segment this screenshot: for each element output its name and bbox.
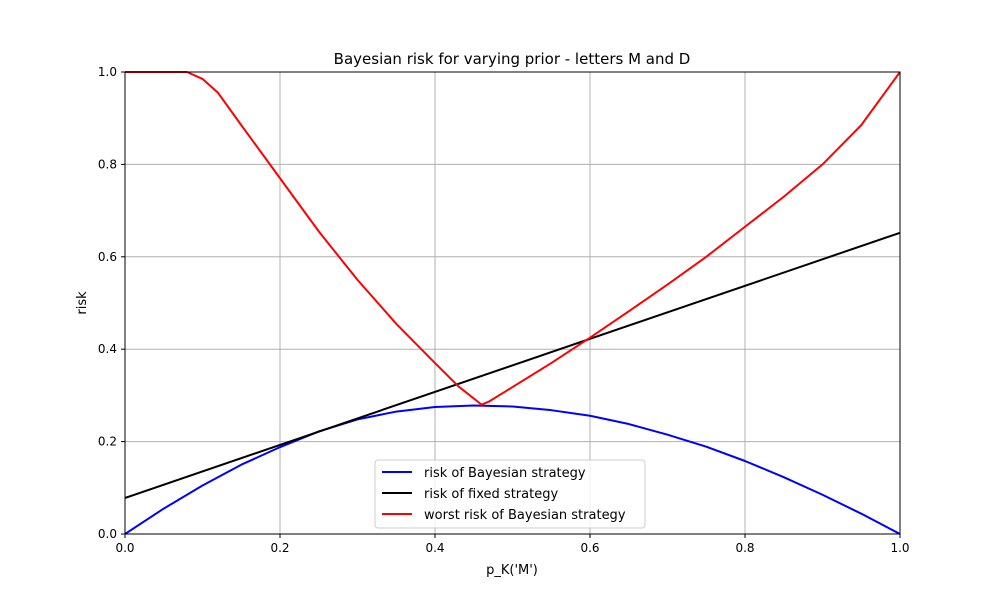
- series-bayesian-risk: [124, 404, 901, 535]
- y-tick-label: 0.2: [98, 435, 117, 449]
- y-tick-label: 0.6: [98, 250, 117, 264]
- x-axis-label: p_K('M'): [486, 563, 538, 578]
- plot-frame: [124, 71, 901, 535]
- legend-label-worst: worst risk of Bayesian strategy: [424, 508, 626, 523]
- chart-title: Bayesian risk for varying prior - letter…: [334, 50, 691, 68]
- y-tick-label: 0.4: [98, 342, 117, 356]
- legend-label-bayesian: risk of Bayesian strategy: [424, 466, 586, 481]
- axis-ticks: 0.0 0.2 0.4 0.6 0.8 1.0 0.0 0.2 0.4 0.6 0.8 1.0: [98, 65, 910, 555]
- x-tick-label: 0.2: [270, 541, 289, 555]
- y-tick-label: 0.8: [98, 157, 117, 171]
- plot-series: [124, 71, 901, 535]
- legend-label-fixed: risk of fixed strategy: [424, 487, 558, 502]
- y-tick-label: 0.0: [98, 527, 117, 541]
- series-worst-bayesian-risk: [125, 71, 901, 406]
- y-axis-label: risk: [75, 291, 90, 315]
- series-fixed-risk: [124, 231, 901, 499]
- y-tick-label: 1.0: [98, 65, 117, 79]
- x-tick-label: 0.4: [425, 541, 444, 555]
- x-tick-label: 0.8: [735, 541, 754, 555]
- x-tick-label: 1.0: [890, 541, 909, 555]
- x-tick-label: 0.0: [115, 541, 134, 555]
- legend-box: [374, 459, 646, 529]
- legend: risk of Bayesian strategy risk of fixed …: [374, 459, 646, 529]
- x-tick-label: 0.6: [580, 541, 599, 555]
